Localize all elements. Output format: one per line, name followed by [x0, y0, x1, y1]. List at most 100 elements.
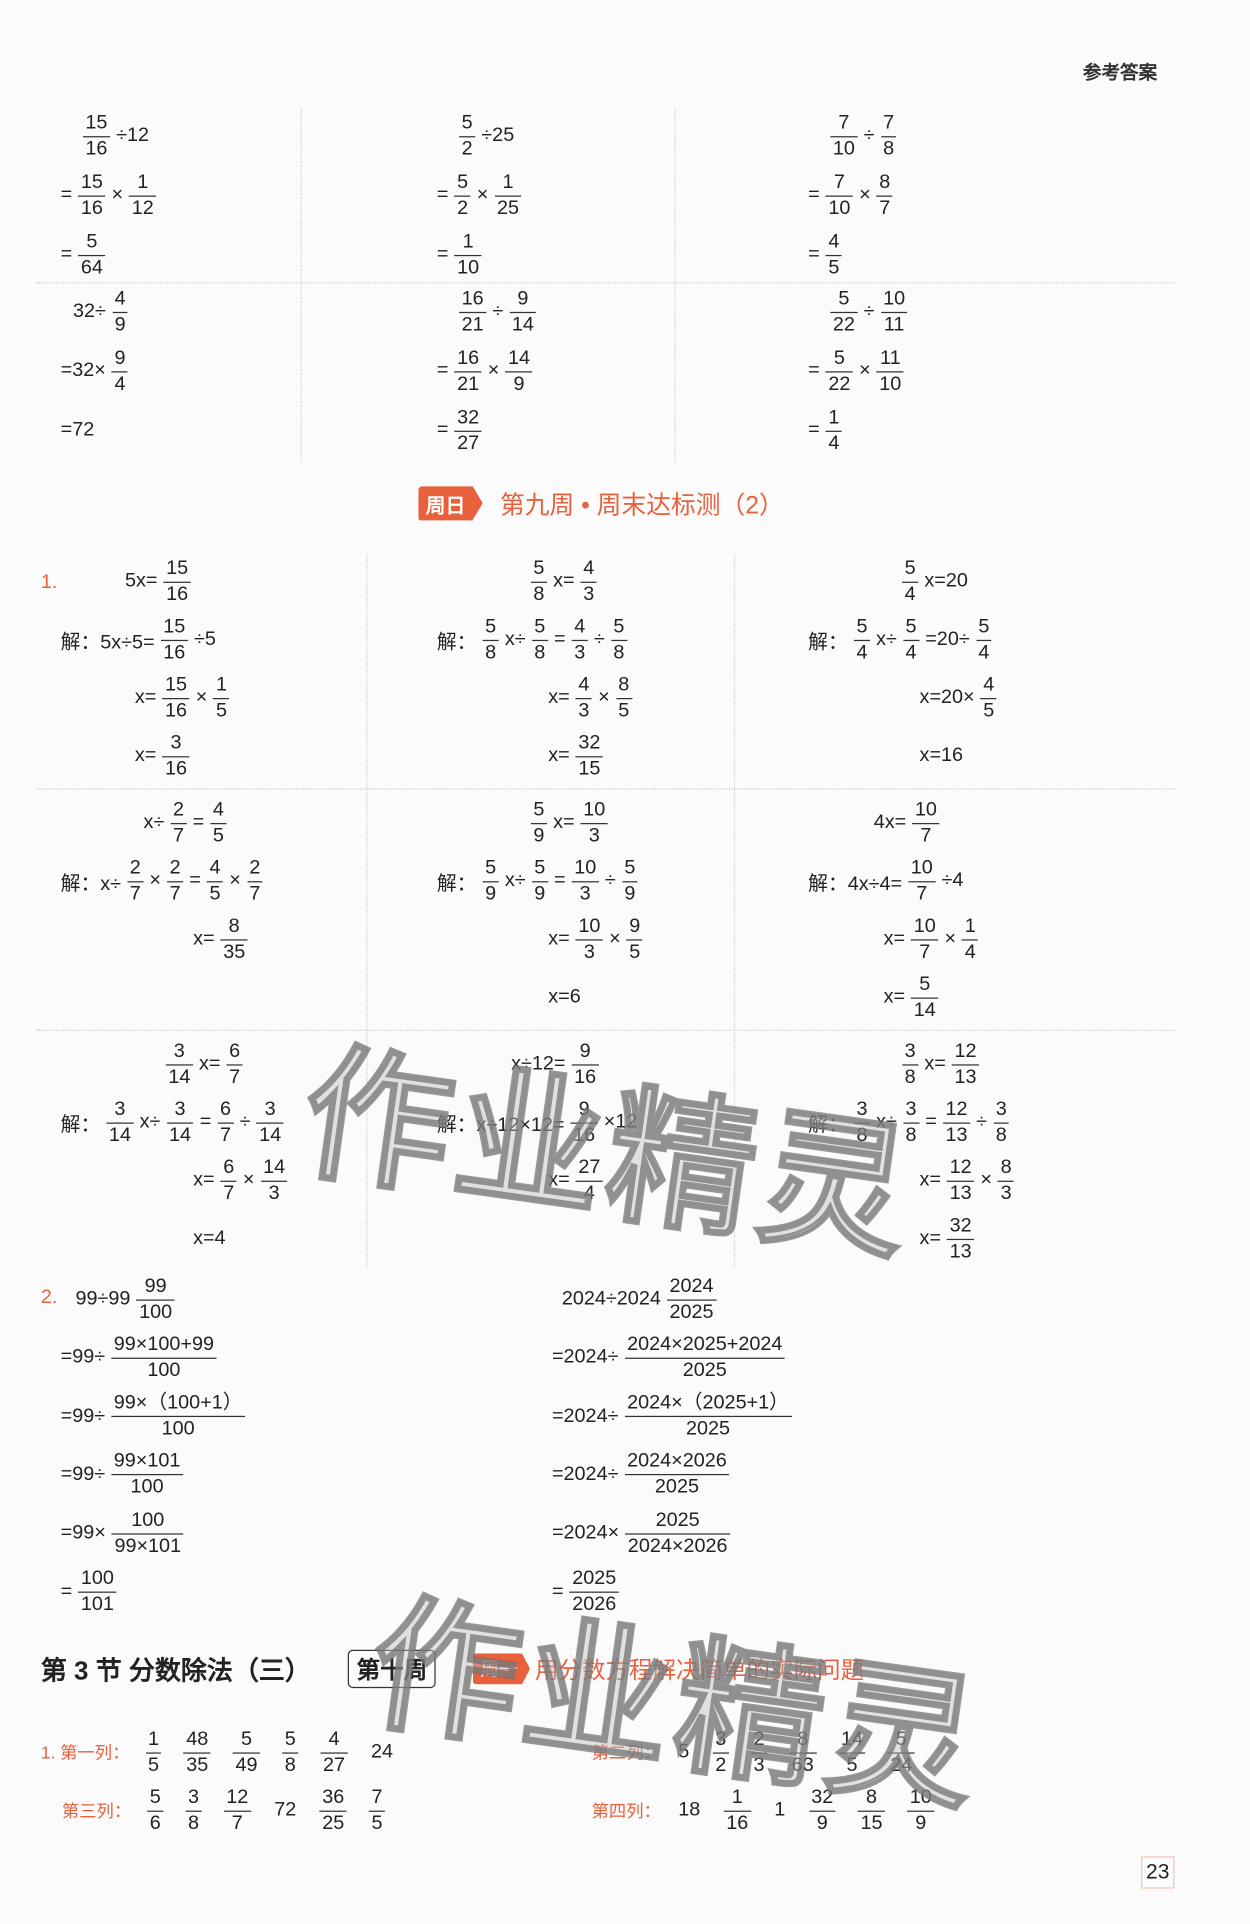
denominator: 7 — [249, 883, 261, 905]
denominator: 10 — [828, 197, 851, 219]
numerator: 5 — [482, 856, 499, 882]
math-text: x= — [924, 1053, 946, 1075]
equation-line: = 32 27 — [436, 402, 487, 459]
denominator: 22 — [832, 313, 855, 335]
equation-line: 解：x÷12×12= 9 16 ×12 — [436, 1094, 639, 1151]
math-text: =2024÷ — [551, 1463, 619, 1485]
math-text: = — [60, 184, 73, 206]
denominator: 15 — [860, 1812, 883, 1834]
answer-row: 第二列： 5 3 2 2 3 8 63 14 5 5 24 — [592, 1722, 926, 1784]
denominator: 3 — [579, 883, 591, 905]
numerator: 5 — [531, 856, 548, 882]
numerator: 10 — [880, 287, 908, 313]
numerator: 4 — [210, 798, 227, 824]
numerator: 10 — [571, 856, 599, 882]
math-text: =99÷ — [60, 1346, 106, 1368]
denominator: 7 — [879, 197, 891, 219]
answer-row: 第三列： 5 6 3 8 12 7 72 36 25 7 5 — [62, 1780, 396, 1842]
numerator: 7 — [830, 111, 858, 137]
denominator: 100 — [161, 1418, 195, 1440]
numerator: 12 — [952, 1039, 979, 1065]
fraction: 2025 2026 — [569, 1567, 619, 1618]
denominator: 5 — [828, 256, 840, 278]
denominator: 5 — [618, 699, 630, 721]
denominator: 7 — [169, 883, 181, 905]
math-text: x= — [134, 745, 157, 767]
math-text: x=20 — [924, 570, 968, 592]
equation-line: x= 10 3 × 9 5 — [547, 911, 648, 968]
math-text: x=6 — [548, 986, 581, 1008]
answer-label: 1. 第一列： — [40, 1742, 130, 1763]
fraction: 14 9 — [505, 346, 533, 397]
math-text: = — [436, 184, 449, 206]
numerator: 9 — [111, 346, 128, 372]
numerator: 10 — [908, 856, 936, 882]
fraction: 2024 2025 — [667, 1274, 717, 1325]
denominator: 4 — [905, 641, 917, 663]
math-text: x= — [553, 811, 575, 833]
fraction: 3 14 — [165, 1039, 193, 1090]
fraction: 99×101 100 — [111, 1450, 183, 1501]
math-text: × — [859, 184, 871, 206]
fraction: 9 16 — [570, 1097, 598, 1148]
numerator: 1 — [454, 230, 482, 256]
fraction: 5 49 — [233, 1727, 260, 1778]
equation-line: =2024÷ 2024×2025+2024 2025 — [551, 1330, 790, 1387]
denominator: 4 — [583, 1182, 595, 1204]
numerator: 32 — [575, 731, 603, 757]
denominator: 49 — [235, 1754, 258, 1776]
math-text: 1 — [774, 1799, 786, 1821]
denominator: 10 — [879, 373, 902, 395]
numerator: 4 — [112, 287, 129, 313]
denominator: 8 — [905, 1124, 917, 1146]
math-text: x= — [883, 986, 906, 1008]
denominator: 14 — [168, 1066, 191, 1088]
math-text: = — [436, 360, 449, 382]
equation-line: x= 5 14 — [882, 969, 943, 1026]
numerator: 2 — [246, 856, 263, 882]
numerator: 2 — [167, 856, 184, 882]
numerator: 3 — [162, 731, 190, 757]
equation-line: 5 2 ÷25 — [454, 108, 515, 165]
question-number: 1. — [40, 571, 58, 593]
numerator: 5 — [853, 614, 870, 641]
fraction: 5 24 — [887, 1727, 915, 1778]
numerator: 4 — [980, 673, 997, 699]
math-text: 32÷ — [73, 300, 106, 322]
math-text: ÷12 — [116, 124, 149, 147]
divider — [37, 282, 1176, 284]
divider — [37, 1029, 1176, 1031]
denominator: 9 — [533, 824, 545, 846]
numerator: 11 — [876, 346, 904, 372]
numerator: 4 — [571, 614, 588, 641]
denominator: 5 — [212, 824, 224, 846]
numerator: 9 — [626, 914, 643, 940]
section-heading-sunday: 周日 第九周 • 周末达标测（2） — [418, 485, 784, 521]
numerator: 8 — [998, 1155, 1015, 1182]
math-text: ×12 — [603, 1111, 638, 1133]
math-text: x= — [193, 1169, 215, 1191]
fraction: 99×100+99 100 — [111, 1333, 217, 1384]
numerator: 1 — [494, 170, 522, 197]
numerator: 14 — [838, 1727, 866, 1754]
denominator: 16 — [85, 137, 108, 160]
numerator: 16 — [459, 287, 487, 313]
equation-line: x= 4 3 × 8 5 — [547, 670, 637, 727]
numerator: 15 — [82, 111, 110, 137]
math-text: = — [189, 870, 201, 892]
equation-line: =99× 100 99×101 — [59, 1505, 188, 1562]
fraction: 11 10 — [876, 346, 904, 397]
denominator: 8 — [883, 137, 895, 160]
equation-line: = 1 4 — [807, 402, 847, 459]
equation-line: x= 32 13 — [918, 1210, 979, 1267]
